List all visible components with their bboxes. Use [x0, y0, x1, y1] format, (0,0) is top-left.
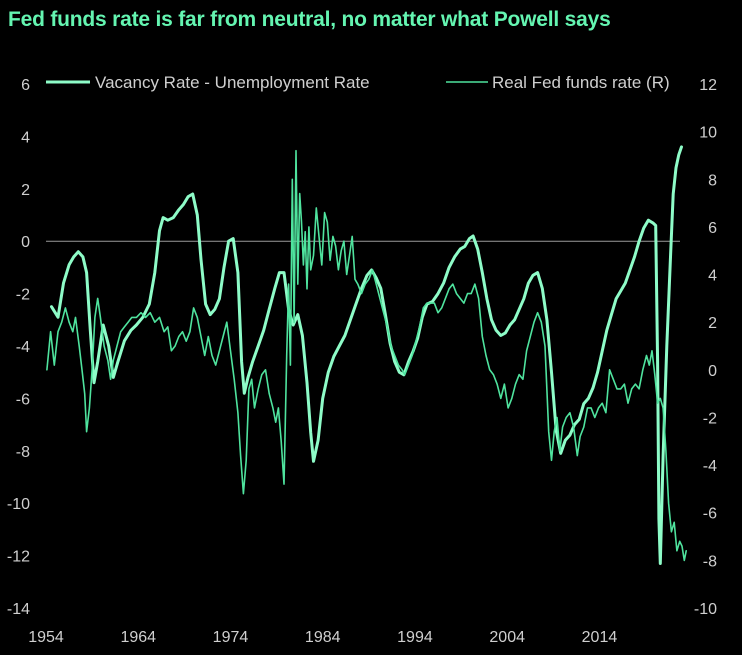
- x-tick-label: 1974: [213, 629, 249, 646]
- left-tick-label: -6: [16, 391, 30, 408]
- left-tick-label: 4: [21, 129, 30, 146]
- series-line-real-fed-funds-rate: [46, 149, 687, 562]
- right-axis-ticks: 12 10 8 6 4 2 0 -2 -4 -6 -8 -10: [694, 77, 717, 618]
- right-tick-label: -4: [703, 458, 717, 475]
- left-tick-label: -12: [7, 549, 30, 566]
- left-tick-label: 2: [21, 182, 30, 199]
- left-tick-label: -2: [16, 287, 30, 304]
- x-axis-ticks: 1954 1964 1974 1984 1994 2004 2014: [28, 629, 617, 646]
- right-tick-label: -6: [703, 506, 717, 523]
- left-tick-label: -14: [7, 601, 30, 618]
- x-tick-label: 1994: [397, 629, 433, 646]
- series-line-vacancy-minus-unemployment: [50, 145, 683, 565]
- right-tick-label: -10: [694, 601, 717, 618]
- right-tick-label: 4: [708, 268, 717, 285]
- left-tick-label: -4: [16, 339, 30, 356]
- right-tick-label: 10: [699, 125, 717, 142]
- right-tick-label: -8: [703, 553, 717, 570]
- left-tick-label: 6: [21, 77, 30, 94]
- right-tick-label: 2: [708, 315, 717, 332]
- right-tick-label: 8: [708, 172, 717, 189]
- legend-label: Real Fed funds rate (R): [492, 73, 670, 92]
- left-tick-label: -8: [16, 444, 30, 461]
- x-tick-label: 2014: [582, 629, 618, 646]
- left-tick-label: -10: [7, 496, 30, 513]
- x-tick-label: 1954: [28, 629, 64, 646]
- right-tick-label: 12: [699, 77, 717, 94]
- right-tick-label: 6: [708, 220, 717, 237]
- left-tick-label: 0: [21, 234, 30, 251]
- legend-label: Vacancy Rate - Unemployment Rate: [95, 73, 370, 92]
- x-tick-label: 2004: [489, 629, 525, 646]
- x-tick-label: 1964: [120, 629, 156, 646]
- x-tick-label: 1984: [305, 629, 341, 646]
- right-tick-label: -2: [703, 410, 717, 427]
- right-tick-label: 0: [708, 363, 717, 380]
- series-layer: [46, 145, 687, 565]
- legend: Vacancy Rate - Unemployment Rate Real Fed…: [46, 73, 670, 92]
- left-axis-ticks: 6 4 2 0 -2 -4 -6 -8 -10 -12 -14: [7, 77, 30, 618]
- chart-title: Fed funds rate is far from neutral, no m…: [8, 8, 611, 31]
